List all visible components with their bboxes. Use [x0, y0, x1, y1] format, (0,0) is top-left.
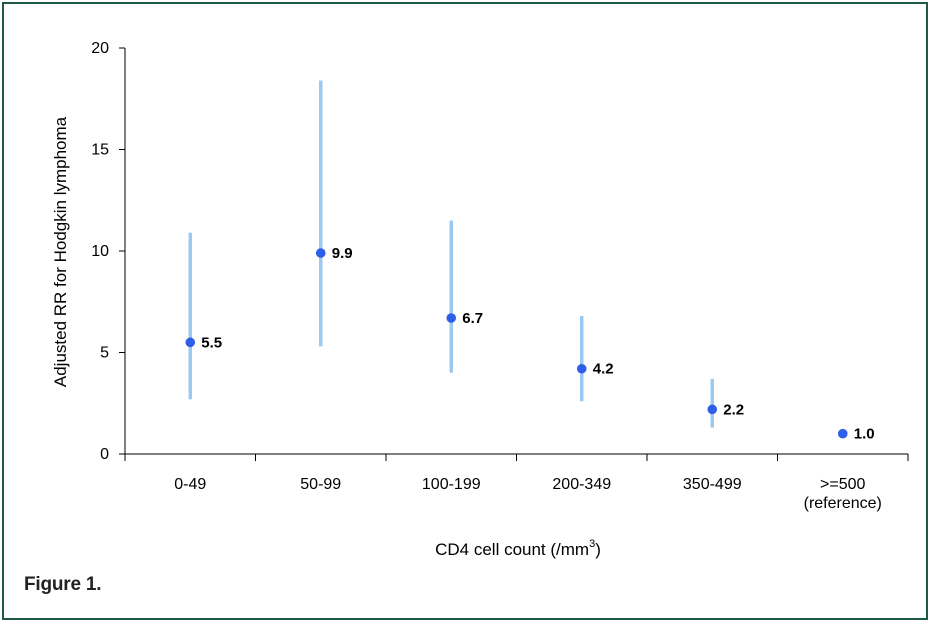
x-axis: 0-49 50-99 100-199 200-349 350-499 >=500 (refe… — [124, 453, 909, 512]
x-axis-title-main: CD4 cell count (/mm — [435, 540, 589, 559]
x-tick-label: 100-199 — [422, 476, 481, 493]
x-tick-label: 200-349 — [552, 476, 611, 493]
data-labels: 5.5 9.9 6.7 4.2 2.2 1.0 — [201, 245, 874, 443]
data-points — [185, 248, 848, 439]
y-axis-title: Adjusted RR for Hodgkin lymphoma — [51, 116, 70, 387]
y-tick-label: 0 — [100, 446, 109, 463]
x-tick-label: 350-499 — [683, 476, 742, 493]
data-label: 9.9 — [332, 245, 353, 262]
x-axis-title: CD4 cell count (/mm3) — [435, 538, 601, 559]
data-point — [446, 313, 457, 323]
y-axis: 0 5 10 15 20 — [91, 40, 126, 463]
data-point — [185, 337, 196, 348]
data-label: 6.7 — [462, 310, 483, 327]
data-point — [837, 428, 848, 439]
data-label: 1.0 — [854, 426, 875, 443]
x-axis-title-superscript: 3 — [589, 538, 595, 550]
x-tick-label: (reference) — [804, 495, 882, 512]
y-tick-label: 10 — [91, 243, 109, 260]
data-point — [576, 363, 587, 374]
x-axis-title-end: ) — [595, 540, 601, 559]
confidence-intervals — [188, 80, 714, 428]
y-tick-label: 5 — [100, 345, 109, 362]
data-label: 4.2 — [593, 361, 614, 378]
y-tick-label: 15 — [91, 142, 109, 159]
data-label: 2.2 — [723, 401, 744, 418]
x-tick-label: 50-99 — [300, 476, 341, 493]
data-point — [707, 404, 718, 415]
x-tick-label: >=500 — [820, 476, 865, 493]
data-label: 5.5 — [201, 334, 222, 351]
y-tick-label: 20 — [91, 40, 109, 57]
figure-caption: Figure 1. — [24, 574, 102, 595]
data-point — [315, 248, 326, 258]
x-tick-label: 0-49 — [174, 476, 206, 493]
